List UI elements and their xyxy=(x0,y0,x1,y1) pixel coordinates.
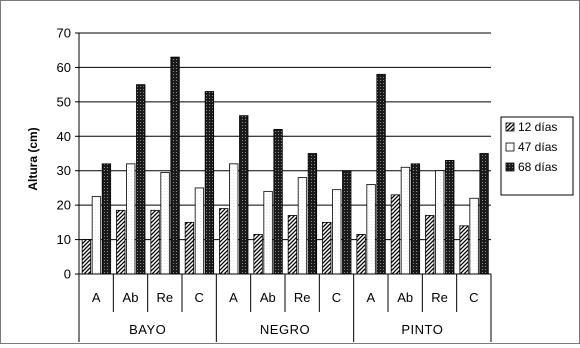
bar-12-días-1 xyxy=(81,239,92,275)
y-tick-label: 20 xyxy=(57,198,71,213)
category-label: Re xyxy=(294,290,311,305)
category-label: Ab xyxy=(397,290,413,305)
bar-47-días-2 xyxy=(126,163,136,275)
bar-68-días-9 xyxy=(376,73,386,275)
y-tick-label: 60 xyxy=(57,60,71,75)
bar-47-días-9 xyxy=(366,184,376,275)
category-label: A xyxy=(92,290,101,305)
bar-68-días-12 xyxy=(479,153,489,275)
group-label: NEGRO xyxy=(260,322,310,337)
y-tick-label: 10 xyxy=(57,232,71,247)
bar-68-días-10 xyxy=(410,163,421,275)
axes xyxy=(75,32,492,342)
bar-12-días-5 xyxy=(219,208,229,275)
bar-47-días-4 xyxy=(194,187,205,275)
bars xyxy=(81,56,489,275)
category-label: Ab xyxy=(260,290,276,305)
legend-swatch xyxy=(505,162,515,172)
bar-47-días-7 xyxy=(297,177,308,275)
y-axis-label: Altura (cm) xyxy=(26,127,40,190)
bar-68-días-2 xyxy=(136,84,146,275)
legend: 12 días 47 días 68 días xyxy=(500,116,574,196)
legend-swatch xyxy=(505,142,515,152)
bar-12-días-2 xyxy=(116,209,126,275)
bar-12-días-12 xyxy=(459,225,469,275)
category-label: Re xyxy=(157,290,174,305)
y-tick-label: 30 xyxy=(57,163,71,178)
legend-label: 47 días xyxy=(518,140,557,154)
y-tick-label: 50 xyxy=(57,94,71,109)
bar-12-días-10 xyxy=(390,194,401,275)
bar-12-días-7 xyxy=(287,215,298,275)
bar-chart: 0 10 20 30 40 50 60 70 A Ab Re C A Ab Re C A Ab Re C BAYO NEG… xyxy=(26,26,574,342)
group-label: PINTO xyxy=(401,322,443,337)
grid-lines xyxy=(79,32,491,241)
y-tick-label: 40 xyxy=(57,129,71,144)
bar-47-días-10 xyxy=(400,166,411,275)
bar-12-días-8 xyxy=(322,221,332,275)
bar-12-días-6 xyxy=(253,234,263,275)
category-label: Re xyxy=(431,290,448,305)
bar-68-días-8 xyxy=(342,170,352,275)
category-label: C xyxy=(194,290,203,305)
bar-47-días-6 xyxy=(263,190,273,275)
legend-label: 12 días xyxy=(518,120,557,134)
bar-68-días-4 xyxy=(204,91,215,275)
bar-47-días-12 xyxy=(469,197,479,275)
group-label: BAYO xyxy=(129,322,166,337)
bar-12-días-11 xyxy=(425,215,435,275)
y-tick-label: 0 xyxy=(64,267,71,282)
bar-47-días-8 xyxy=(332,189,342,275)
legend-swatch xyxy=(505,122,515,132)
category-label: C xyxy=(332,290,341,305)
legend-label: 68 días xyxy=(518,160,557,174)
category-label: A xyxy=(229,290,238,305)
bar-68-días-11 xyxy=(445,159,455,275)
category-label: Ab xyxy=(123,290,139,305)
bar-68-días-3 xyxy=(170,56,180,275)
y-tick-label: 70 xyxy=(57,26,71,41)
bar-47-días-11 xyxy=(435,170,445,275)
bar-68-días-5 xyxy=(239,115,249,275)
bar-12-días-3 xyxy=(150,209,160,275)
category-label: C xyxy=(469,290,478,305)
bar-47-días-3 xyxy=(160,172,170,275)
bar-68-días-6 xyxy=(273,128,283,275)
bar-47-días-1 xyxy=(91,196,102,275)
bar-47-días-5 xyxy=(229,163,239,275)
labels: 0 10 20 30 40 50 60 70 A Ab Re C A Ab Re C A Ab Re C BAYO NEG… xyxy=(57,26,479,338)
bar-12-días-9 xyxy=(356,234,366,275)
bar-68-días-7 xyxy=(307,153,318,275)
bar-68-días-1 xyxy=(101,163,112,275)
bar-12-días-4 xyxy=(184,221,195,275)
category-label: A xyxy=(366,290,375,305)
